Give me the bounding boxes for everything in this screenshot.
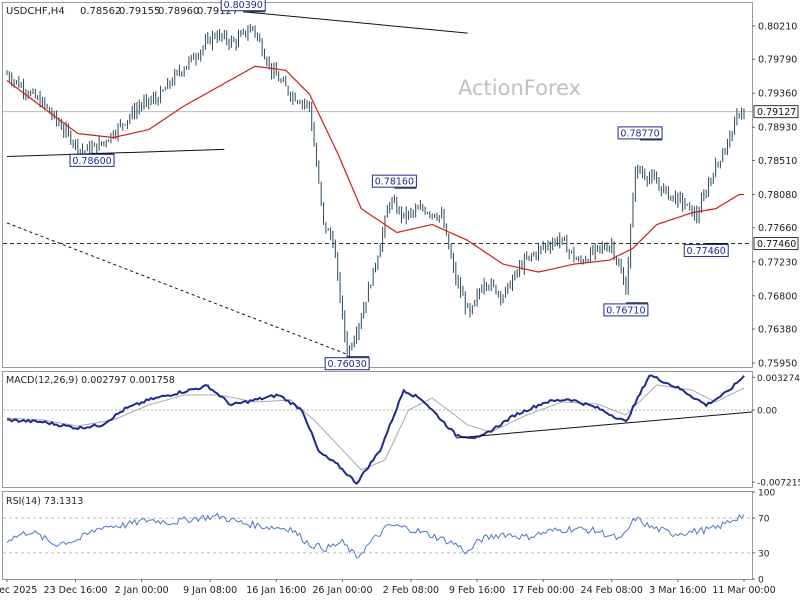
macd-line [6,374,745,485]
axis-layer: 0.80210 0.79790 0.79360 0.78930 0.78510 0.780… [0,21,800,596]
support-level-badge [753,237,799,251]
header-open: 0.78562 [80,6,121,17]
x-axis-label-10: 3 Mar 16:00 [649,585,706,596]
price-panel-frame [2,2,753,368]
price-label-5: 0.77460 [687,246,726,257]
x-axis-label-11: 11 Mar 00:00 [712,585,775,596]
rsi-line [6,512,745,559]
macd-trendline [455,411,753,439]
x-axis-label-4: 16 Jan 16:00 [246,585,306,596]
price-axis-label-6: 0.77660 [758,223,797,234]
macd-layer [3,374,753,485]
price-label-3: 0.76030 [328,359,367,370]
price-axis-label-9: 0.76380 [758,325,797,336]
rsi-layer [3,512,752,559]
trendline-1 [6,148,225,158]
x-axis-label-0: 16 Dec 2025 [0,585,37,596]
current-price-badge [753,105,799,119]
x-axis-label-3: 9 Jan 08:00 [183,585,237,596]
price-axis-label-10: 0.75950 [758,359,797,370]
rsi-axis-label-1: 70 [758,515,770,525]
header-low: 0.78960 [158,6,199,17]
x-axis-label-8: 17 Feb 00:00 [512,585,574,596]
price-axis-label-2: 0.79360 [758,89,797,100]
price-axis-label-1: 0.79790 [758,55,797,66]
price-axis-label-4: 0.78510 [758,156,797,167]
watermark: ActionForex [458,76,581,100]
price-layer: 0.80390 0.78600 0.78160 0.76030 0.78770 0.774… [3,0,752,371]
support-level-label: 0.77460 [757,239,796,250]
macd-axis-label-2: -0.007215 [757,479,800,489]
x-axis-label-6: 2 Feb 08:00 [383,585,439,596]
price-label-box-2 [371,174,417,188]
macd-panel-frame [2,371,753,488]
price-axis-label-7: 0.77230 [758,257,797,268]
price-axis-label-3: 0.78930 [758,123,797,134]
header-high: 0.79155 [119,6,160,17]
price-label-box-6 [603,303,649,317]
moving-average-line [6,65,744,273]
rsi-axis-label-2: 30 [758,549,770,559]
rsi-axis-label-0: 100 [758,489,775,499]
price-axis-label-0: 0.80210 [758,21,797,32]
macd-signal-line [6,384,745,471]
x-axis-label-5: 26 Jan 00:00 [312,585,372,596]
price-label-box-4 [617,126,663,140]
rsi-panel-frame [2,491,753,580]
price-label-0: 0.80390 [224,0,263,11]
price-axis-label-8: 0.76800 [758,291,797,302]
price-axis-label-5: 0.78080 [758,190,797,201]
x-axis-label-2: 2 Jan 00:00 [115,585,169,596]
header-symbol: USDCHF,H4 [6,6,65,17]
x-axis-label-7: 9 Feb 16:00 [449,585,505,596]
price-label-box-1 [69,153,115,167]
macd-axis-label-0: 0.003274 [757,374,800,384]
current-price-label: 0.79127 [757,107,796,118]
trendline-0 [243,11,468,34]
header-close: 0.79127 [197,6,238,17]
macd-title: MACD(12,26,9) 0.002797 0.001758 [6,375,175,386]
x-axis-label-9: 24 Feb 08:00 [581,585,643,596]
trendline-2 [6,222,348,355]
rsi-title: RSI(14) 73.1313 [6,496,83,507]
price-label-6: 0.76710 [606,305,645,316]
price-label-4: 0.78770 [620,128,659,139]
price-label-box-3 [324,357,370,371]
price-label-box-5 [683,244,729,258]
price-label-2: 0.78160 [375,177,414,188]
rsi-axis-label-3: 0 [758,576,764,586]
price-label-1: 0.78600 [72,156,111,167]
x-axis-label-1: 23 Dec 16:00 [44,585,108,596]
macd-axis-label-1: 0.00 [757,407,777,417]
price-label-box-0 [220,0,266,12]
